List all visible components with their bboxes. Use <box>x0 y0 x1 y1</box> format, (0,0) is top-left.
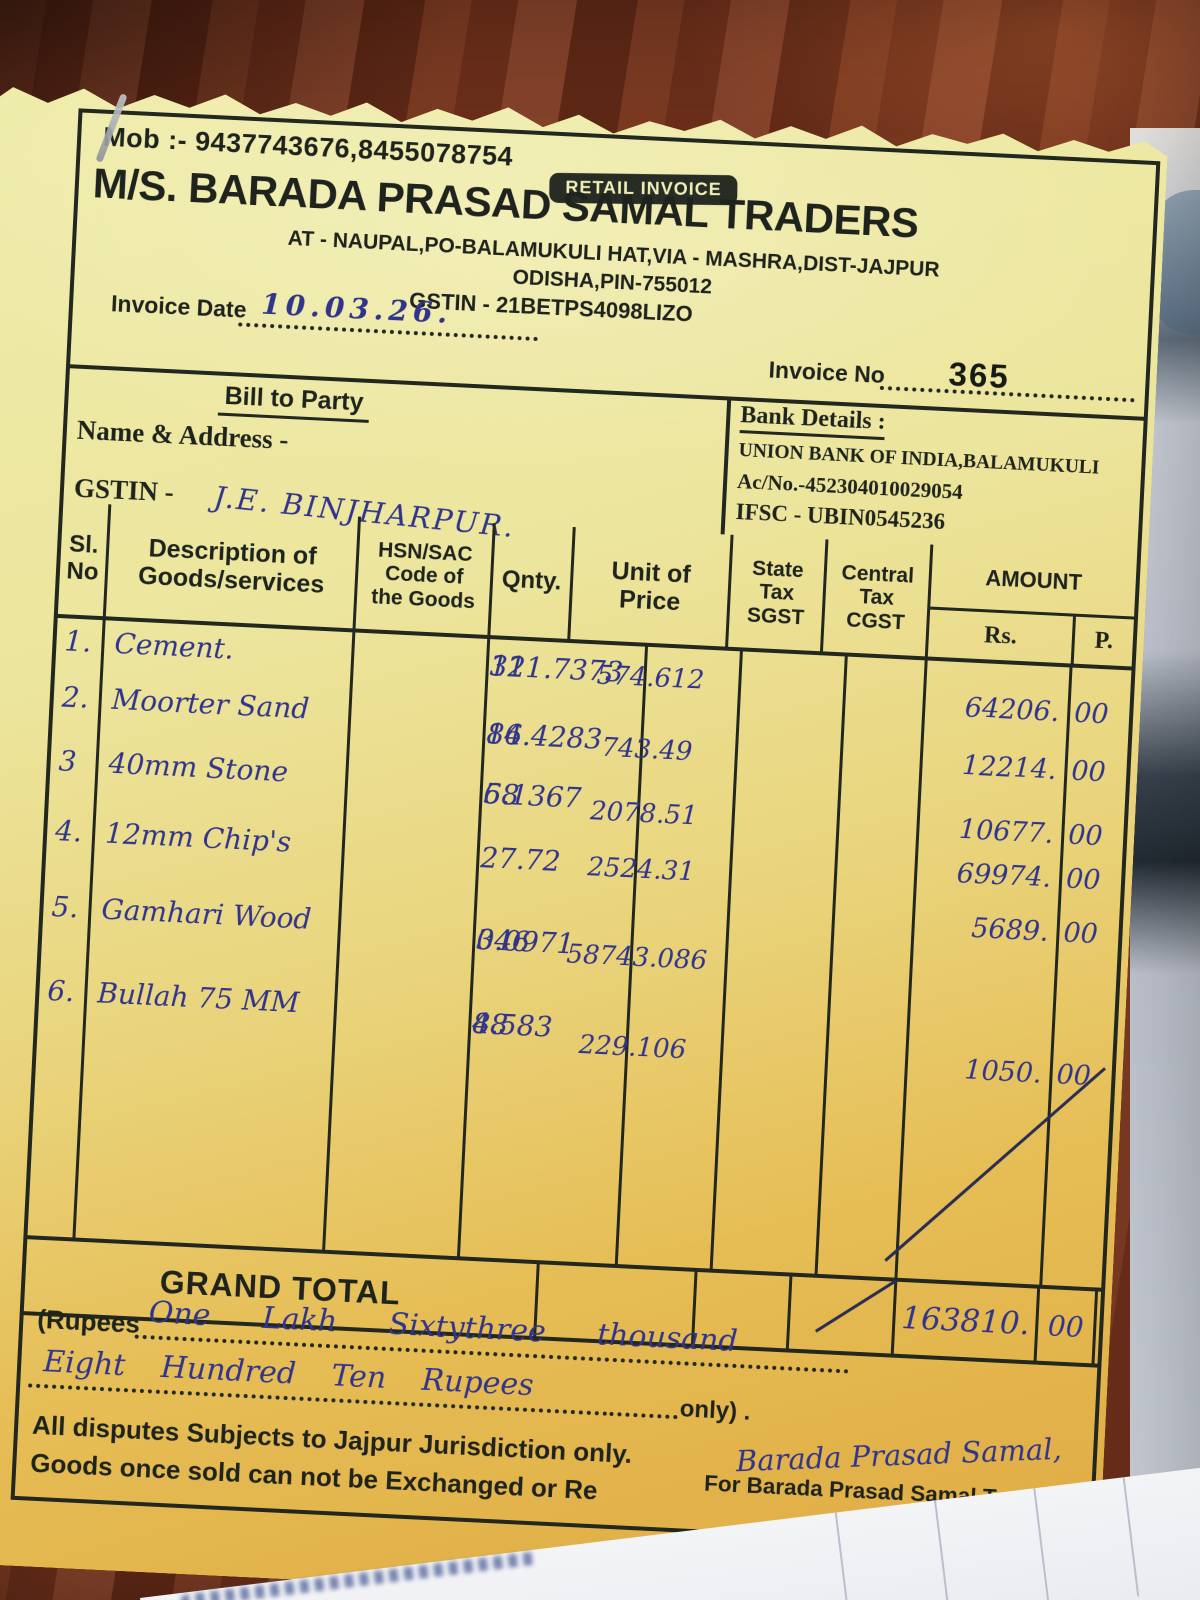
row-amount-p: 00 <box>1073 697 1110 731</box>
invoice-number: Invoice No 365 <box>768 356 885 389</box>
row-sl: 6. <box>46 973 75 1009</box>
row-amount-p: 00 <box>1062 917 1099 951</box>
header-p: P. <box>1093 627 1114 655</box>
row-unit-price: 2524.31 <box>586 852 696 888</box>
row-sl: 4. <box>54 814 83 849</box>
row-description: Bullah 75 MM <box>96 976 301 1020</box>
invoice-number-label: Invoice No <box>768 356 886 389</box>
header-sl-no: Sl. No <box>58 502 111 616</box>
row-amount-rs: 64206. <box>964 692 1061 728</box>
row-unit-price: 743.49 <box>600 732 694 768</box>
row-amount-rs: 10677. <box>958 814 1055 850</box>
header-amount-label: AMOUNT <box>930 545 1137 620</box>
table-row: 6. Bullah 75 MM 4.583 88 229.106 1050. 00 <box>40 974 1114 1027</box>
row-amount-p: 00 <box>1067 819 1104 853</box>
row-sl: 2. <box>61 680 90 715</box>
header-qnty: Qnty. <box>490 523 575 639</box>
items-table: Sl. No Description of Goods/services HSN… <box>24 502 1137 1368</box>
row-unit-price: 2078.51 <box>589 796 699 832</box>
bank-ifsc: IFSC - UBIN0545236 <box>735 498 946 535</box>
row-qnty: 4.583 88 <box>471 1006 554 1044</box>
row-sl: 1. <box>63 624 93 659</box>
row-description: Cement. <box>113 626 235 666</box>
table-row: 5. Gamhari Wood 0.0971 346 58743.086 5689… <box>44 890 1118 943</box>
row-qnty: 0.0971 346 <box>475 922 576 961</box>
row-sl: 3 <box>57 744 78 779</box>
header-hsn: HSN/SAC Code of the Goods <box>356 517 496 635</box>
header-rs: Rs. <box>928 610 1076 664</box>
row-amount-rs: 1050. <box>963 1054 1043 1090</box>
bill-to-party-title: Bill to Party <box>218 382 370 423</box>
row-qnty: 5.1367 68 <box>482 776 583 815</box>
row-amount-rs: 12214. <box>961 750 1058 786</box>
signature: Barada Prasad Samal, <box>735 1431 1063 1479</box>
grand-total-p: 00 <box>1037 1289 1098 1364</box>
bank-account-number: Ac/No.-452304010029054 <box>736 468 964 504</box>
invoice-date-label: Invoice Date <box>110 290 248 323</box>
row-unit-price: 229.106 <box>577 1029 687 1066</box>
row-amount-rs: 5689. <box>970 912 1050 948</box>
row-description: Gamhari Wood <box>100 892 313 936</box>
header-unit-price: Unit of Price <box>570 527 733 647</box>
void-slash-mark <box>884 1067 1106 1262</box>
grand-total-rs: 163810. <box>894 1282 1040 1361</box>
header-cgst: Central Tax CGST <box>823 540 933 657</box>
row-qnty: 27.72 <box>479 840 562 878</box>
row-qnty: 16.4283 84 <box>485 717 604 756</box>
name-address-label: Name & Address - <box>76 414 290 455</box>
row-amount-p: 00 <box>1065 863 1102 897</box>
invoice-paper: Mob :- 9437743676,8455078754 RETAIL INVO… <box>0 78 1169 1600</box>
only-label: only) . <box>679 1395 752 1426</box>
dotted-leader <box>609 1384 678 1419</box>
row-description: Moorter Sand <box>110 682 311 726</box>
bank-details-cell: Bank Details : UNION BANK OF INDIA,BALAM… <box>721 396 1144 554</box>
rupees-label: (Rupees <box>36 1303 141 1339</box>
header-sgst: State Tax SGST <box>728 535 828 652</box>
invoice-outer-border: Mob :- 9437743676,8455078754 RETAIL INVO… <box>11 108 1161 1552</box>
row-amount-p: 00 <box>1070 755 1107 789</box>
row-amount-p: 00 <box>1055 1059 1092 1092</box>
row-qnty: 111.7373 32 <box>489 649 625 689</box>
row-amount-rs: 69974. <box>956 858 1052 894</box>
bank-details-title: Bank Details : <box>740 402 887 440</box>
header-amount: AMOUNT Rs. P. <box>928 545 1137 667</box>
invoice-date: Invoice Date 10.03.26. <box>110 290 247 324</box>
header-description: Description of Goods/services <box>106 504 361 628</box>
row-sl: 5. <box>50 890 80 925</box>
table-body: 1. Cement. 111.7373 32 574.612 64206. 00 … <box>27 618 1131 1292</box>
row-unit-price: 574.612 <box>596 660 705 696</box>
invoice-number-value: 365 <box>947 355 1011 396</box>
row-unit-price: 58743.086 <box>565 939 708 977</box>
row-description: 12mm Chip's <box>104 816 292 859</box>
row-description: 40mm Stone <box>107 746 289 789</box>
